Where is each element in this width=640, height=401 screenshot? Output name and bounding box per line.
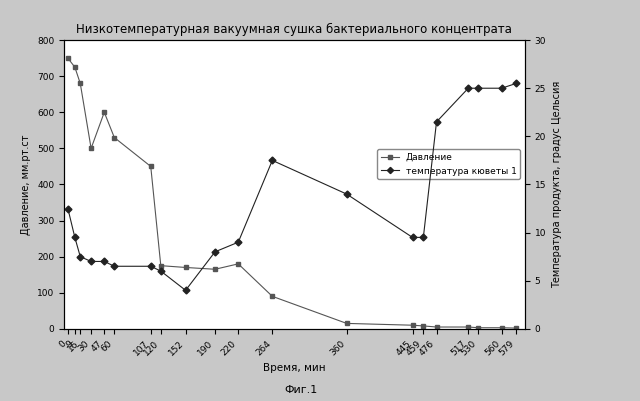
Line: Давление: Давление: [65, 56, 518, 330]
температура кюветы 1: [100, 259, 108, 264]
температура кюветы 1: [87, 259, 95, 264]
температура кюветы 1: [513, 81, 520, 86]
Давление: [474, 325, 482, 330]
Line: температура кюветы 1: температура кюветы 1: [65, 81, 518, 293]
Давление: [343, 321, 351, 326]
Давление: [433, 325, 440, 330]
Text: Фиг.1: Фиг.1: [284, 385, 317, 395]
температура кюветы 1: [433, 119, 440, 124]
температура кюветы 1: [498, 86, 506, 91]
температура кюветы 1: [211, 249, 219, 254]
температура кюветы 1: [419, 235, 427, 240]
температура кюветы 1: [147, 264, 155, 269]
Давление: [76, 81, 84, 86]
Давление: [211, 267, 219, 272]
Давление: [111, 135, 118, 140]
температура кюветы 1: [234, 240, 242, 245]
Давление: [409, 323, 417, 328]
температура кюветы 1: [343, 192, 351, 196]
температура кюветы 1: [409, 235, 417, 240]
Legend: Давление, температура кюветы 1: Давление, температура кюветы 1: [377, 150, 520, 179]
Давление: [71, 65, 79, 70]
температура кюветы 1: [474, 86, 482, 91]
температура кюветы 1: [157, 269, 164, 273]
Давление: [234, 261, 242, 266]
Давление: [87, 146, 95, 151]
Y-axis label: Давление, мм.рт.ст: Давление, мм.рт.ст: [22, 134, 31, 235]
Давление: [157, 263, 164, 268]
температура кюветы 1: [76, 254, 84, 259]
Давление: [498, 325, 506, 330]
Давление: [64, 56, 72, 61]
температура кюветы 1: [71, 235, 79, 240]
Давление: [465, 325, 472, 330]
температура кюветы 1: [64, 206, 72, 211]
температура кюветы 1: [465, 86, 472, 91]
Title: Низкотемпературная вакуумная сушка бактериального концентрата: Низкотемпературная вакуумная сушка бакте…: [76, 23, 513, 36]
температура кюветы 1: [182, 288, 189, 293]
Давление: [100, 110, 108, 115]
температура кюветы 1: [269, 158, 276, 163]
Давление: [419, 324, 427, 328]
Давление: [269, 294, 276, 299]
температура кюветы 1: [111, 264, 118, 269]
Давление: [147, 164, 155, 169]
Давление: [182, 265, 189, 270]
Y-axis label: Температура продукта, градус Цельсия: Температура продукта, градус Цельсия: [552, 81, 561, 288]
Давление: [513, 326, 520, 330]
X-axis label: Время, мин: Время, мин: [263, 363, 326, 373]
